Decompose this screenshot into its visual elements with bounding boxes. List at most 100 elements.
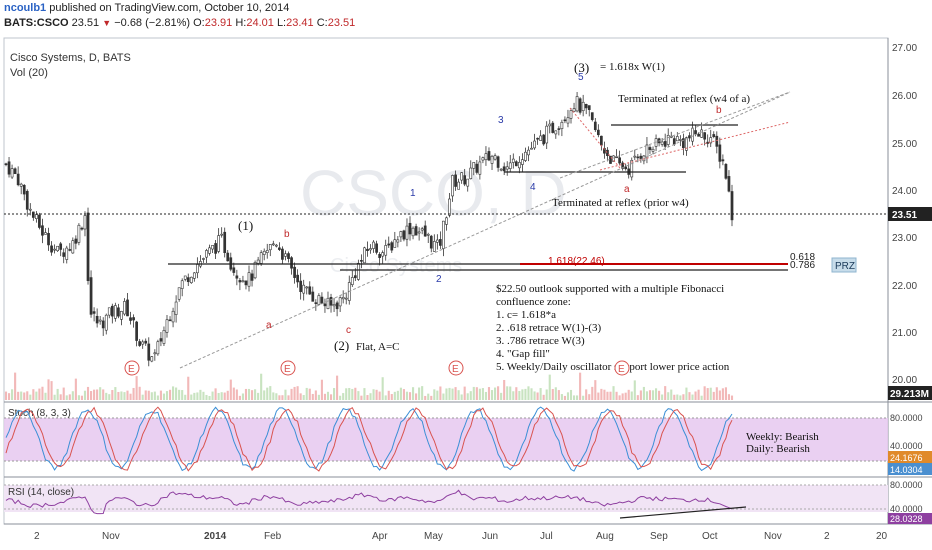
stoch-label: Stoch (8, 3, 3) [8, 408, 71, 419]
candle-body-166 [508, 162, 512, 169]
volume-bar-169 [518, 391, 521, 400]
volume-bar-147 [451, 388, 454, 400]
volume-bar-7 [26, 391, 29, 400]
volume-bar-232 [709, 387, 712, 400]
candle-194 [593, 118, 597, 132]
candle-202 [618, 150, 621, 166]
candle-67 [208, 244, 211, 256]
candle-body-217 [663, 141, 667, 147]
candle-192 [587, 105, 591, 117]
wave-c-1: c [346, 325, 351, 336]
volume-bar-197 [603, 389, 606, 400]
volume-bar-141 [433, 389, 436, 400]
candle-body-142 [435, 239, 439, 243]
candle-body-67 [208, 247, 211, 254]
volume-bar-88 [272, 392, 275, 400]
volume-bar-132 [405, 391, 409, 400]
candle-23 [74, 235, 78, 250]
volume-bar-64 [199, 389, 202, 400]
volume-bar-2 [11, 389, 14, 400]
wave-a-projection[interactable] [569, 107, 621, 169]
outlook-line-5: 4. "Gap fill" [496, 348, 550, 360]
candle-body-154 [472, 162, 476, 169]
candle-body-187 [572, 108, 576, 112]
volume-bar-214 [654, 388, 658, 400]
rsi-badge-bg [888, 513, 932, 524]
stoch-d-line [5, 406, 733, 472]
candle-body-211 [645, 144, 649, 159]
volume-bar-41 [129, 393, 132, 400]
candle-235 [718, 137, 722, 169]
stoch-d-badge: 14.0304 [890, 465, 923, 475]
candle-48 [150, 355, 154, 363]
fib-786-label: 0.786 [790, 260, 815, 271]
x-tick-6: Jun [482, 531, 498, 542]
candle-189 [578, 97, 582, 115]
earnings-marker-1-label: E [128, 364, 135, 375]
volume-bar-138 [424, 395, 427, 400]
candle-27 [86, 207, 90, 285]
candle-body-38 [120, 311, 123, 320]
candle-123 [378, 252, 381, 266]
candle-body-43 [135, 321, 138, 341]
candle-body-106 [326, 297, 330, 309]
candle-body-190 [581, 101, 585, 112]
candle-144 [442, 220, 445, 257]
earnings-marker-3[interactable]: E [448, 360, 464, 376]
candle-body-226 [691, 127, 694, 142]
volume-bar-239 [730, 395, 734, 400]
candle-22 [71, 237, 75, 254]
earnings-marker-2[interactable]: E [280, 360, 296, 376]
candle-216 [660, 138, 664, 147]
candle-body-124 [381, 252, 385, 257]
candle-body-23 [74, 238, 78, 244]
sub-wave-1: 1 [410, 188, 416, 199]
stoch-k-badge-bg [888, 451, 932, 463]
candle-42 [132, 314, 135, 328]
volume-bar-39 [123, 392, 126, 400]
volume-bar-21 [68, 394, 71, 400]
earnings-marker-4[interactable]: E [614, 360, 630, 376]
candle-body-63 [196, 264, 199, 274]
candle-body-163 [499, 168, 503, 171]
candle-210 [642, 155, 646, 165]
candle-175 [536, 137, 539, 145]
candle-body-105 [323, 303, 327, 307]
candle-body-230 [703, 132, 707, 140]
candle-body-173 [530, 147, 533, 150]
candle-body-224 [685, 137, 688, 151]
trend-channel-lower[interactable] [179, 91, 791, 369]
candle-70 [217, 228, 220, 254]
volume-bar-182 [557, 390, 560, 400]
candle-87 [268, 244, 272, 257]
volume-bar-237 [724, 387, 727, 400]
earnings-marker-1[interactable]: E [124, 360, 140, 376]
volume-bar-194 [594, 380, 597, 400]
volume-bar-130 [399, 387, 402, 400]
candle-80 [247, 265, 251, 292]
price-tick-27: 27.00 [892, 43, 917, 54]
stoch-weekly-note: Weekly: Bearish [746, 431, 819, 443]
wave-1-major: (1) [238, 218, 253, 233]
candle-223 [682, 133, 685, 156]
outlook-note: $22.50 outlook supported with a multiple… [496, 283, 730, 373]
volume-bar-56 [175, 387, 178, 400]
wave-b-1: b [284, 229, 290, 240]
price-tick-24: 24.00 [892, 186, 917, 197]
trend-channel-red[interactable] [599, 121, 791, 171]
wave-2-major: (2) [334, 338, 349, 353]
volume-bar-16 [53, 394, 56, 400]
trend-channel-upper[interactable] [559, 91, 791, 179]
volume-bar-55 [172, 386, 175, 400]
volume-bar-107 [329, 394, 333, 400]
outlook-line-0: $22.50 outlook supported with a multiple… [496, 283, 724, 295]
volume-bar-112 [345, 388, 348, 400]
candle-body-181 [554, 130, 558, 135]
rsi-support-line[interactable] [619, 506, 747, 519]
wave-a-2: a [624, 184, 630, 195]
candle-body-48 [150, 356, 154, 362]
volume-badge: 29.213M [890, 389, 929, 400]
author-name[interactable]: ncoulb1 [4, 2, 47, 14]
volume-bar-159 [487, 387, 491, 400]
